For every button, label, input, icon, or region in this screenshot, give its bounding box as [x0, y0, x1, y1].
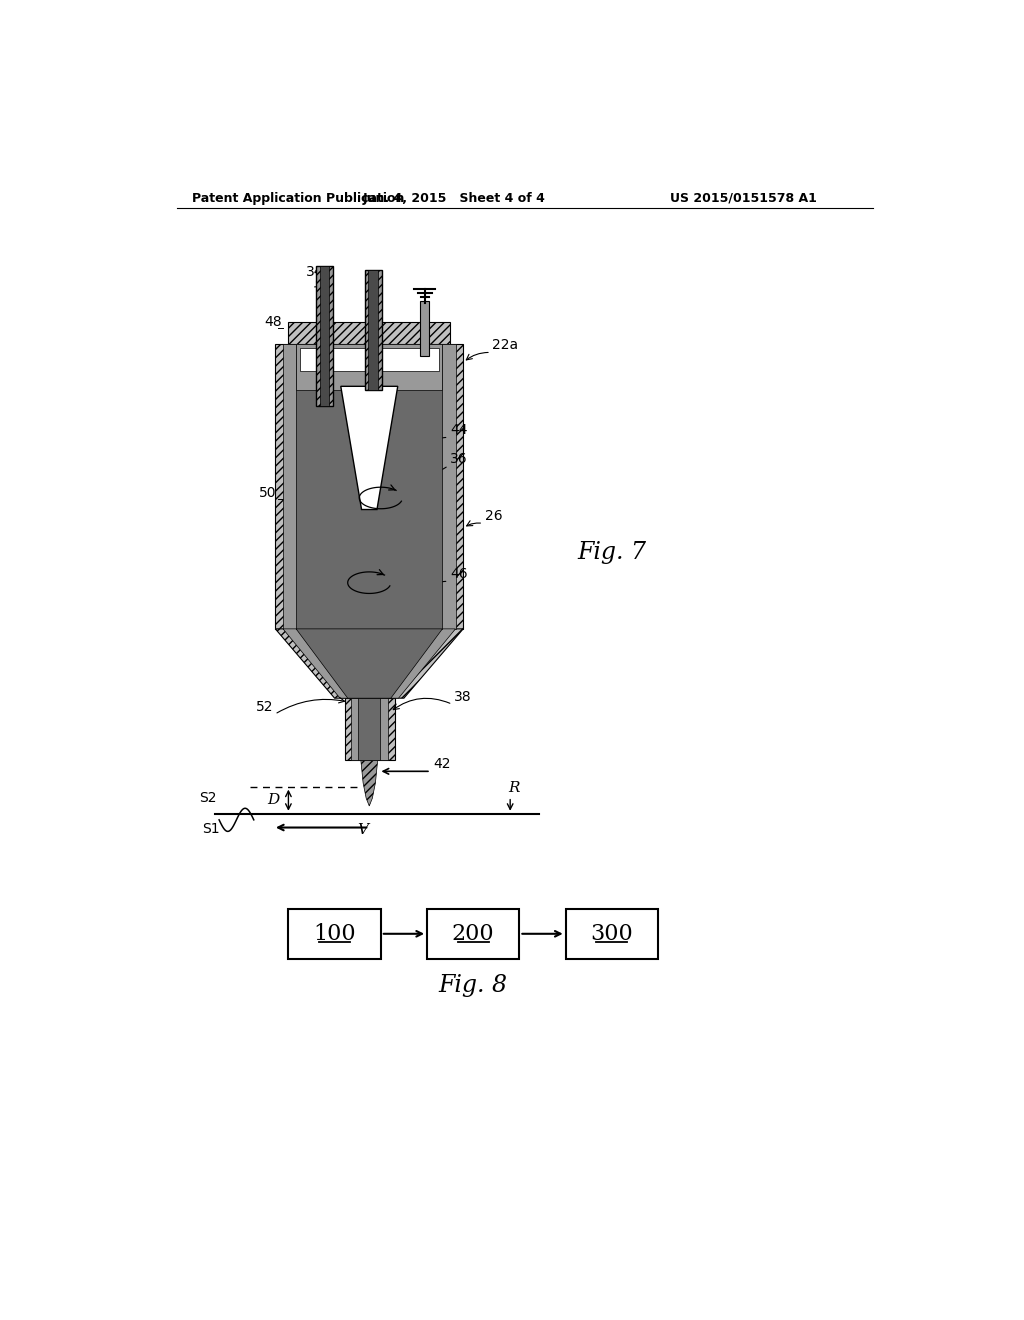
Bar: [319, 267, 330, 405]
Text: 52: 52: [256, 700, 273, 714]
Text: 26: 26: [484, 510, 503, 523]
Text: US 2015/0151578 A1: US 2015/0151578 A1: [670, 191, 816, 205]
Bar: [300, 348, 438, 371]
Text: R: R: [508, 781, 519, 795]
Text: 36: 36: [451, 451, 468, 466]
Text: 46: 46: [451, 568, 468, 581]
Text: 34: 34: [306, 265, 324, 280]
Text: Patent Application Publication: Patent Application Publication: [193, 191, 404, 205]
Polygon shape: [360, 760, 378, 807]
Text: 44: 44: [451, 424, 468, 437]
Polygon shape: [296, 345, 442, 391]
Text: D: D: [267, 793, 280, 807]
Text: Jun. 4, 2015   Sheet 4 of 4: Jun. 4, 2015 Sheet 4 of 4: [362, 191, 546, 205]
Text: 300: 300: [591, 923, 633, 945]
Bar: [565, 909, 658, 960]
Text: S2: S2: [199, 791, 216, 805]
Text: 200: 200: [452, 923, 495, 945]
Bar: [345, 698, 394, 760]
Bar: [351, 698, 388, 760]
Bar: [365, 271, 382, 391]
Bar: [316, 267, 333, 405]
Polygon shape: [296, 345, 442, 628]
Polygon shape: [283, 628, 456, 698]
Text: Fig. 7: Fig. 7: [578, 541, 646, 564]
Bar: [358, 698, 380, 760]
Polygon shape: [296, 628, 442, 698]
Bar: [420, 301, 429, 355]
Bar: [427, 909, 519, 960]
Text: S1: S1: [203, 822, 220, 836]
Text: 22a: 22a: [493, 338, 518, 351]
Polygon shape: [275, 628, 463, 698]
Text: 100: 100: [313, 923, 356, 945]
Text: 50: 50: [259, 486, 276, 500]
Bar: [289, 909, 381, 960]
Polygon shape: [275, 345, 463, 628]
Bar: [369, 271, 378, 391]
Text: 48: 48: [264, 315, 283, 329]
Text: V: V: [357, 822, 369, 837]
Polygon shape: [341, 387, 397, 510]
Text: 42: 42: [433, 758, 451, 771]
Polygon shape: [283, 345, 456, 628]
Text: 38: 38: [454, 690, 472, 705]
Polygon shape: [289, 322, 451, 345]
Text: Fig. 8: Fig. 8: [438, 974, 508, 997]
